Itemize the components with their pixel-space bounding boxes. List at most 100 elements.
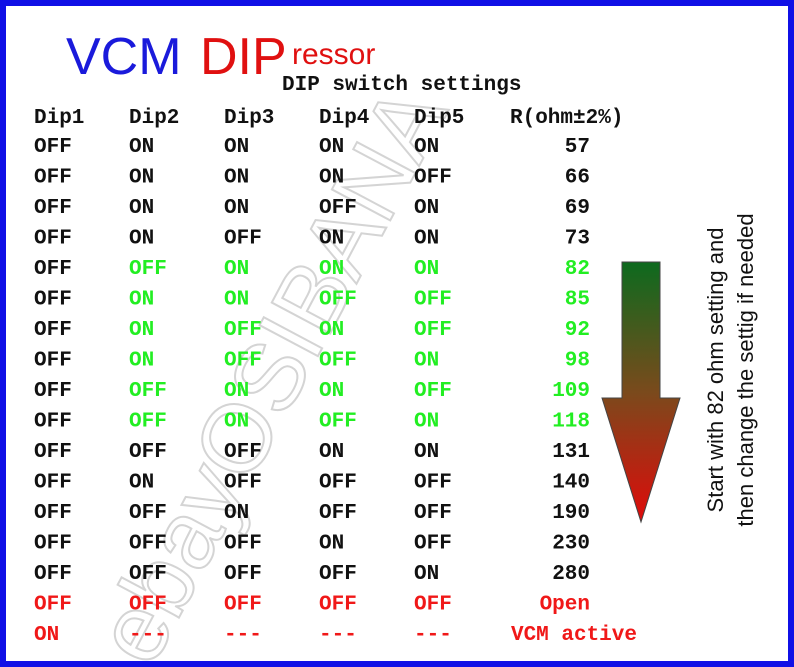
dip-cell: OFF bbox=[414, 502, 452, 525]
dip-cell: OFF bbox=[414, 289, 452, 312]
dip-cell: OFF bbox=[319, 594, 357, 617]
dip-cell: OFF bbox=[34, 533, 72, 556]
dip-cell: OFF bbox=[34, 228, 72, 251]
dip-cell: ON bbox=[129, 350, 154, 373]
column-header: Dip5 bbox=[414, 107, 464, 130]
dip-cell: ON bbox=[414, 350, 439, 373]
dip-cell: ON bbox=[224, 258, 249, 281]
dip-cell: OFF bbox=[34, 472, 72, 495]
dip-cell: ON bbox=[129, 472, 154, 495]
dip-cell: OFF bbox=[34, 197, 72, 220]
dip-cell: OFF bbox=[319, 411, 357, 434]
dip-cell: OFF bbox=[414, 380, 452, 403]
resistance-cell: 230 bbox=[552, 533, 590, 556]
dip-cell: ON bbox=[319, 533, 344, 556]
arrow bbox=[601, 261, 681, 524]
dip-cell: ON bbox=[319, 167, 344, 190]
title: DIP switch settings bbox=[282, 74, 521, 97]
dip-cell: OFF bbox=[224, 533, 262, 556]
resistance-cell: 85 bbox=[565, 289, 590, 312]
table: Dip1 Dip2 Dip3 Dip4 Dip5 R(ohm±2%) OFF ON ON ON ON… bbox=[34, 107, 637, 647]
dip-cell: ON bbox=[129, 136, 154, 159]
resistance-cell: 140 bbox=[552, 472, 590, 495]
dip-cell: OFF bbox=[224, 228, 262, 251]
dip-cell: OFF bbox=[34, 167, 72, 190]
dip-cell: ON bbox=[129, 289, 154, 312]
dip-cell: OFF bbox=[34, 594, 72, 617]
dip-cell: OFF bbox=[224, 563, 262, 586]
dip-cell: OFF bbox=[319, 502, 357, 525]
dip-cell: OFF bbox=[319, 472, 357, 495]
logo-dip: DIP bbox=[200, 28, 287, 86]
dip-cell: OFF bbox=[129, 441, 167, 464]
dip-cell: OFF bbox=[34, 563, 72, 586]
dip-cell: OFF bbox=[224, 350, 262, 373]
dip-cell: ON bbox=[224, 136, 249, 159]
dip-cell: OFF bbox=[34, 441, 72, 464]
dip-cell: OFF bbox=[414, 533, 452, 556]
dip-cell: ON bbox=[224, 411, 249, 434]
dip-cell: ON bbox=[414, 411, 439, 434]
dip-cell: OFF bbox=[129, 258, 167, 281]
dip-cell: ON bbox=[129, 228, 154, 251]
dip-cell: OFF bbox=[414, 167, 452, 190]
dip-cell: ON bbox=[224, 380, 249, 403]
dip-cell: OFF bbox=[129, 380, 167, 403]
dip-cell: ON bbox=[414, 197, 439, 220]
dip-cell: OFF bbox=[414, 319, 452, 342]
dip-cell: OFF bbox=[319, 563, 357, 586]
logo-vcm: VCM bbox=[66, 28, 182, 86]
dip-cell: OFF bbox=[319, 289, 357, 312]
dip-cell: ON bbox=[414, 258, 439, 281]
dip-cell: ON bbox=[319, 258, 344, 281]
dip-cell: OFF bbox=[224, 319, 262, 342]
resistance-cell: 66 bbox=[565, 167, 590, 190]
resistance-cell: 57 bbox=[565, 136, 590, 159]
dip-cell: OFF bbox=[319, 350, 357, 373]
dip-cell: ON bbox=[319, 441, 344, 464]
dip-cell: OFF bbox=[34, 411, 72, 434]
resistance-cell: VCM active bbox=[511, 624, 637, 647]
column-header: Dip1 bbox=[34, 107, 84, 130]
dip-cell: ON bbox=[129, 197, 154, 220]
resistance-cell: 69 bbox=[565, 197, 590, 220]
logo-ressor: ressor bbox=[292, 38, 375, 71]
column-header: R(ohm±2%) bbox=[510, 107, 623, 130]
side-note: then change the settig if needed bbox=[733, 213, 758, 526]
dip-cell: ON bbox=[129, 319, 154, 342]
dip-cell: ON bbox=[224, 167, 249, 190]
dip-cell: OFF bbox=[414, 594, 452, 617]
side-note: Start with 82 ohm setting and bbox=[703, 228, 728, 513]
dip-cell: ON bbox=[414, 563, 439, 586]
dip-cell: OFF bbox=[129, 563, 167, 586]
dip-cell: OFF bbox=[129, 594, 167, 617]
dip-cell: ON bbox=[414, 441, 439, 464]
dip-cell: OFF bbox=[319, 197, 357, 220]
resistance-cell: 190 bbox=[552, 502, 590, 525]
dip-cell: OFF bbox=[129, 502, 167, 525]
column-header: Dip3 bbox=[224, 107, 274, 130]
dip-cell: OFF bbox=[34, 289, 72, 312]
dip-cell: ON bbox=[224, 502, 249, 525]
dip-cell: ON bbox=[414, 136, 439, 159]
dip-cell: OFF bbox=[34, 136, 72, 159]
resistance-cell: 109 bbox=[552, 380, 590, 403]
dip-cell: ON bbox=[319, 228, 344, 251]
dip-cell: ON bbox=[34, 624, 59, 647]
dip-cell: ON bbox=[319, 136, 344, 159]
column-header: Dip2 bbox=[129, 107, 179, 130]
dip-cell: OFF bbox=[34, 380, 72, 403]
dip-cell: OFF bbox=[224, 472, 262, 495]
dip-cell: OFF bbox=[224, 441, 262, 464]
dip-cell: OFF bbox=[414, 472, 452, 495]
dip-cell: ON bbox=[319, 319, 344, 342]
dip-cell: --- bbox=[414, 624, 452, 647]
column-header: Dip4 bbox=[319, 107, 369, 130]
dip-cell: OFF bbox=[34, 502, 72, 525]
resistance-cell: 131 bbox=[552, 441, 590, 464]
dip-cell: OFF bbox=[129, 533, 167, 556]
resistance-cell: Open bbox=[540, 594, 590, 617]
resistance-cell: 98 bbox=[565, 350, 590, 373]
dip-cell: --- bbox=[224, 624, 262, 647]
